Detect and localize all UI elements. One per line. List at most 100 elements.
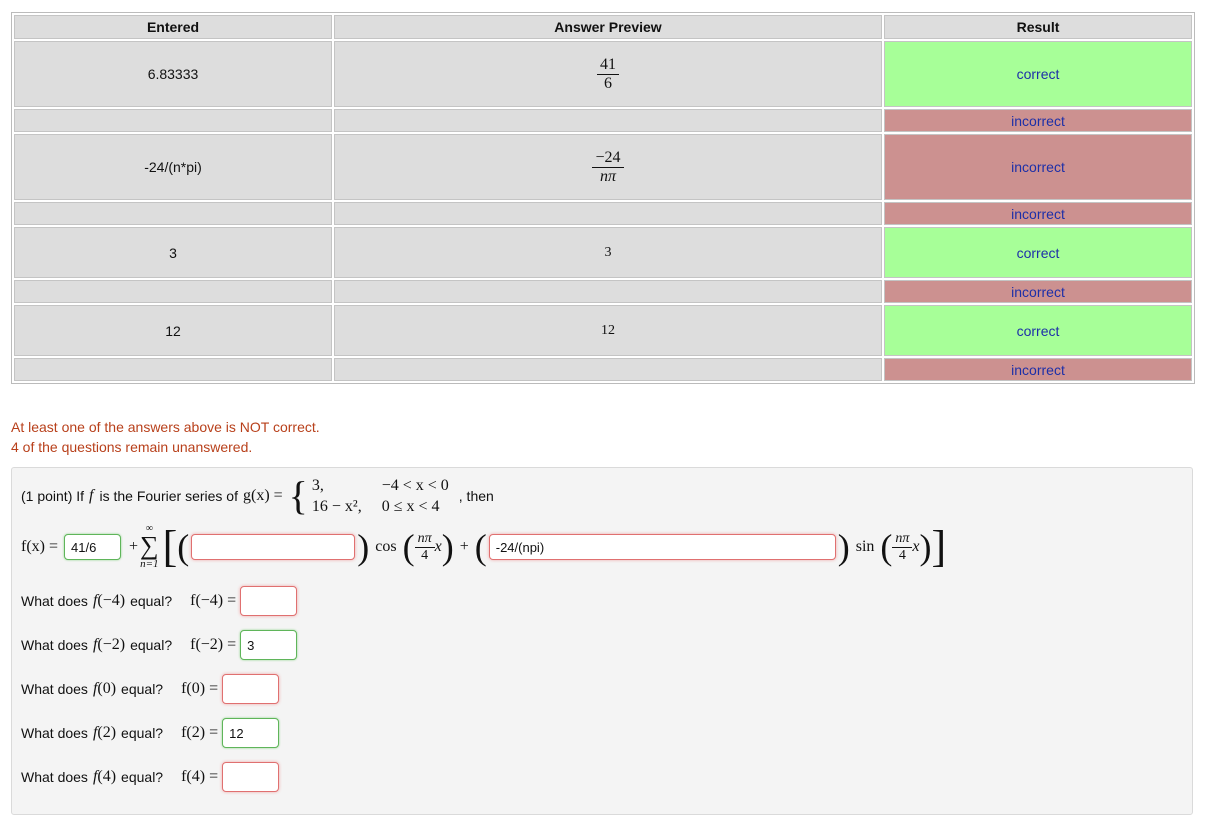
point-intro: (1 point) If [21, 488, 85, 504]
f-0-input[interactable] [222, 674, 280, 704]
f-2-input[interactable] [222, 718, 280, 748]
fx-equals: f(x) = [21, 538, 59, 555]
plus-sign: + [129, 538, 139, 555]
right-paren: ) [919, 527, 932, 567]
piece-2-condition: 0 ≤ x < 4 [381, 498, 440, 515]
question-equal-text: equal? [121, 725, 164, 741]
sigma-icon: ∑ [140, 531, 159, 560]
f-4-input[interactable] [222, 762, 280, 792]
question-expression: f(4) = [181, 768, 219, 785]
fraction-denominator: 6 [604, 74, 612, 92]
result-cell: incorrect [884, 280, 1192, 303]
result-cell: incorrect [884, 134, 1192, 200]
question-label: What does [21, 593, 88, 609]
entered-cell [14, 202, 332, 225]
results-table: Entered Answer Preview Result 6.83333 41… [11, 12, 1195, 384]
header-answer-preview: Answer Preview [334, 15, 882, 39]
results-header-row: Entered Answer Preview Result [14, 15, 1192, 39]
question-row: What does f (−4) equal? f(−4) = [21, 585, 298, 617]
left-paren: ( [402, 527, 415, 567]
left-paren: ( [177, 527, 190, 567]
n-pi-over-4: nπ 4 [414, 531, 435, 564]
preview-cell [334, 109, 882, 132]
fourier-text: is the Fourier series of [99, 488, 238, 504]
f-symbol: f [92, 724, 98, 741]
not-correct-message: At least one of the answers above is NOT… [11, 419, 320, 435]
entered-cell: 3 [14, 227, 332, 278]
question-argument: (−4) [97, 592, 126, 609]
sum-upper-limit: ∞ [145, 523, 153, 534]
preview-cell: 41 6 [334, 41, 882, 107]
cos-label: cos [375, 538, 397, 555]
question-row: What does f (−2) equal? f(−2) = [21, 629, 298, 661]
right-paren: ) [837, 527, 850, 567]
piece-1-condition: −4 < x < 0 [381, 477, 449, 494]
preview-fraction: 41 6 [597, 56, 619, 93]
result-cell: incorrect [884, 358, 1192, 381]
question-expression: f(0) = [181, 680, 219, 697]
table-row: 12 12 correct [14, 305, 1192, 356]
sum-lower-limit: n=1 [140, 558, 159, 570]
x-variable: x [912, 538, 920, 555]
question-argument: (2) [97, 724, 117, 741]
question-equal-text: equal? [130, 637, 173, 653]
header-result: Result [884, 15, 1192, 39]
fraction-denominator: 4 [898, 547, 906, 563]
n-pi-over-4: nπ 4 [892, 531, 913, 564]
sin-label: sin [855, 538, 875, 555]
left-brace: { [288, 473, 308, 518]
left-paren: ( [880, 527, 893, 567]
table-row: incorrect [14, 358, 1192, 381]
an-input[interactable] [191, 534, 356, 560]
table-row: -24/(n*pi) −24 nπ incorrect [14, 134, 1192, 200]
bn-input[interactable] [488, 534, 836, 560]
entered-cell [14, 358, 332, 381]
question-label: What does [21, 681, 88, 697]
a0-input[interactable] [64, 534, 122, 560]
entered-cell [14, 280, 332, 303]
question-row: What does f (4) equal? f(4) = [21, 761, 280, 793]
table-row: 6.83333 41 6 correct [14, 41, 1192, 107]
result-cell: correct [884, 41, 1192, 107]
preview-cell: 12 [334, 305, 882, 356]
fourier-series-row: f(x) = + ∞ ∑ n=1 [ ( ) cos ( nπ 4 x ) + … [21, 522, 947, 571]
right-paren: ) [441, 527, 454, 567]
f-symbol: f [92, 680, 98, 697]
f-symbol: f [92, 636, 98, 653]
fraction-numerator: −24 [592, 149, 624, 168]
f-symbol: f [89, 487, 94, 504]
question-expression: f(−2) = [190, 636, 237, 653]
result-cell: incorrect [884, 202, 1192, 225]
question-row: What does f (0) equal? f(0) = [21, 673, 280, 705]
problem-statement: (1 point) If f is the Fourier series of … [21, 476, 494, 516]
question-label: What does [21, 769, 88, 785]
left-paren: ( [474, 527, 487, 567]
entered-cell [14, 109, 332, 132]
result-cell: incorrect [884, 109, 1192, 132]
left-bracket: [ [162, 522, 178, 571]
preview-fraction: −24 nπ [592, 149, 624, 186]
entered-cell: -24/(n*pi) [14, 134, 332, 200]
question-equal-text: equal? [121, 769, 164, 785]
unanswered-message: 4 of the questions remain unanswered. [11, 439, 253, 455]
problem-box: (1 point) If f is the Fourier series of … [11, 467, 1193, 815]
question-equal-text: equal? [121, 681, 164, 697]
preview-cell: 3 [334, 227, 882, 278]
summation: ∞ ∑ n=1 [140, 523, 159, 571]
g-of-x: g(x) = [242, 487, 283, 504]
f-minus-4-input[interactable] [240, 586, 298, 616]
question-equal-text: equal? [130, 593, 173, 609]
preview-cell [334, 202, 882, 225]
table-row: incorrect [14, 280, 1192, 303]
table-row: 3 3 correct [14, 227, 1192, 278]
right-bracket: ] [931, 522, 947, 571]
x-variable: x [434, 538, 442, 555]
question-expression: f(2) = [181, 724, 219, 741]
table-row: incorrect [14, 202, 1192, 225]
f-symbol: f [92, 768, 98, 785]
right-paren: ) [357, 527, 370, 567]
fraction-denominator: 4 [421, 547, 429, 563]
question-argument: (−2) [97, 636, 126, 653]
f-minus-2-input[interactable] [240, 630, 298, 660]
question-argument: (0) [97, 680, 117, 697]
